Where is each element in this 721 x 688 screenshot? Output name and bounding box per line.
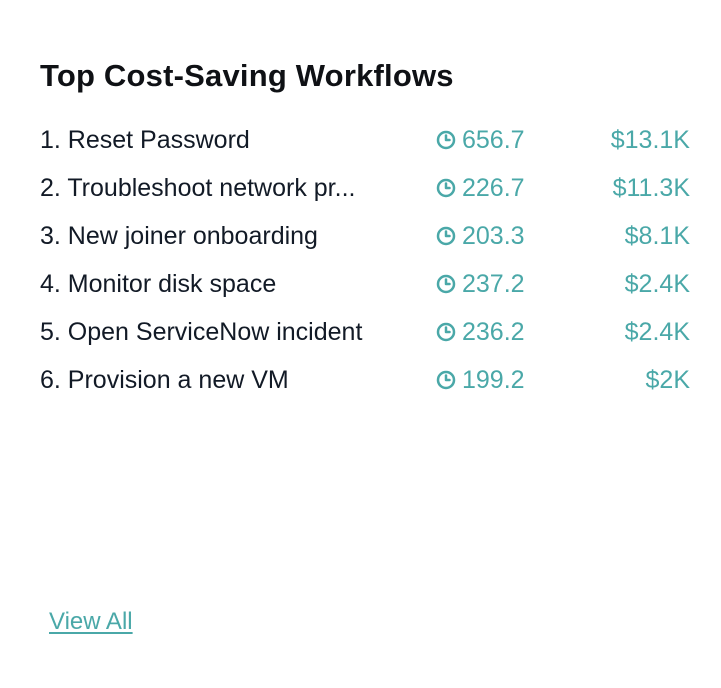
workflow-name: 5. Open ServiceNow incident	[40, 318, 363, 346]
workflow-cost: $13.1K	[610, 126, 690, 154]
workflow-time-value: 203.3	[462, 222, 525, 250]
workflow-time: 237.2	[436, 266, 556, 302]
workflow-cost: $8.1K	[624, 222, 690, 250]
workflow-name: 6. Provision a new VM	[40, 366, 289, 394]
workflow-cost: $11.3K	[612, 174, 690, 202]
workflow-row[interactable]: 4. Monitor disk space 237.2 $2.4K	[40, 266, 690, 314]
clock-icon	[436, 130, 456, 150]
workflow-cost: $2K	[645, 366, 690, 394]
workflow-name: 1. Reset Password	[40, 126, 250, 154]
view-all-link[interactable]: View All	[49, 608, 133, 635]
workflow-time: 199.2	[436, 362, 556, 398]
workflow-time: 656.7	[436, 122, 556, 158]
workflow-row[interactable]: 5. Open ServiceNow incident 236.2 $2.4K	[40, 314, 690, 362]
workflow-time-value: 656.7	[462, 126, 525, 154]
workflow-time: 226.7	[436, 170, 556, 206]
workflow-cost: $2.4K	[624, 270, 690, 298]
workflow-time-value: 226.7	[462, 174, 525, 202]
workflow-time: 203.3	[436, 218, 556, 254]
workflow-row[interactable]: 1. Reset Password 656.7 $13.1K	[40, 122, 690, 170]
workflow-time-value: 237.2	[462, 270, 525, 298]
widget-title: Top Cost-Saving Workflows	[40, 58, 454, 93]
clock-icon	[436, 370, 456, 390]
workflow-time-value: 236.2	[462, 318, 525, 346]
workflow-cost: $2.4K	[624, 318, 690, 346]
clock-icon	[436, 322, 456, 342]
workflow-name: 3. New joiner onboarding	[40, 222, 318, 250]
workflow-time-value: 199.2	[462, 366, 525, 394]
workflow-name: 4. Monitor disk space	[40, 270, 277, 298]
clock-icon	[436, 178, 456, 198]
workflow-list: 1. Reset Password 656.7 $13.1K 2. Troubl…	[40, 122, 690, 410]
clock-icon	[436, 226, 456, 246]
workflow-name: 2. Troubleshoot network pr...	[40, 174, 356, 202]
workflow-time: 236.2	[436, 314, 556, 350]
clock-icon	[436, 274, 456, 294]
workflow-row[interactable]: 3. New joiner onboarding 203.3 $8.1K	[40, 218, 690, 266]
workflow-row[interactable]: 2. Troubleshoot network pr... 226.7 $11.…	[40, 170, 690, 218]
workflow-row[interactable]: 6. Provision a new VM 199.2 $2K	[40, 362, 690, 410]
